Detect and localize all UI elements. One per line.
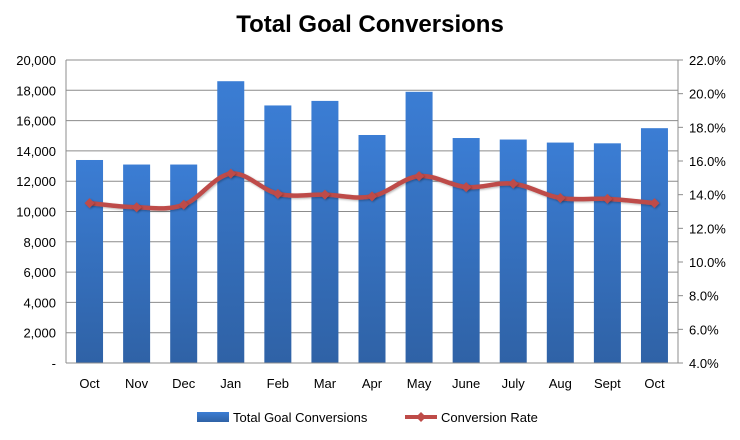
x-tick-label: July (502, 376, 526, 391)
right-tick-label: 14.0% (689, 188, 726, 203)
left-tick-label: 16,000 (16, 114, 56, 129)
bar (405, 91, 433, 363)
right-tick-label: 20.0% (689, 87, 726, 102)
right-tick-label: 12.0% (689, 221, 726, 236)
bar (452, 138, 480, 363)
left-tick-label: 18,000 (16, 83, 56, 98)
bar (640, 128, 668, 363)
x-tick-label: Jan (220, 376, 241, 391)
bar (217, 81, 245, 364)
right-tick-label: 4.0% (689, 356, 719, 371)
x-tick-label: Apr (362, 376, 383, 391)
legend-label-line: Conversion Rate (441, 410, 538, 425)
right-tick-label: 6.0% (689, 322, 719, 337)
line-marker (461, 182, 472, 193)
left-tick-label: 4,000 (23, 295, 56, 310)
right-tick-label: 18.0% (689, 120, 726, 135)
right-tick-label: 22.0% (689, 53, 726, 68)
x-tick-label: Sept (594, 376, 621, 391)
legend: Total Goal Conversions Conversion Rate (197, 410, 538, 425)
line-marker (555, 193, 566, 204)
bar (170, 164, 198, 363)
left-tick-label: - (52, 356, 56, 371)
bar (264, 105, 292, 363)
bar (123, 164, 151, 363)
left-tick-label: 12,000 (16, 174, 56, 189)
line-marker (178, 199, 189, 210)
legend-marker (416, 412, 426, 422)
bar (76, 159, 104, 363)
line-marker (131, 202, 142, 213)
left-tick-label: 20,000 (16, 53, 56, 68)
left-tick-label: 6,000 (23, 265, 56, 280)
left-tick-label: 8,000 (23, 235, 56, 250)
x-tick-label: June (452, 376, 480, 391)
right-tick-label: 8.0% (689, 289, 719, 304)
bar (358, 134, 386, 363)
bar (593, 143, 621, 363)
x-tick-label: Dec (172, 376, 196, 391)
line-marker (225, 168, 236, 179)
x-tick-label: Aug (549, 376, 572, 391)
chart-title: Total Goal Conversions (236, 11, 504, 38)
line-marker (272, 188, 283, 199)
x-tick-label: Mar (314, 376, 337, 391)
line-marker (319, 189, 330, 200)
legend-swatch-bar (197, 412, 229, 422)
line-marker (84, 198, 95, 209)
bar (499, 139, 527, 363)
line-marker (367, 191, 377, 202)
x-tick-label: Nov (125, 376, 149, 391)
left-tick-label: 2,000 (23, 326, 56, 341)
right-tick-label: 10.0% (689, 255, 726, 270)
line-marker (414, 171, 425, 182)
x-tick-label: May (407, 376, 432, 391)
line-marker (602, 193, 613, 204)
x-tick-label: Feb (267, 376, 289, 391)
left-tick-label: 14,000 (16, 144, 56, 159)
legend-label-bar: Total Goal Conversions (233, 410, 368, 425)
bar (311, 100, 339, 363)
right-tick-label: 16.0% (689, 154, 726, 169)
x-tick-label: Oct (79, 376, 100, 391)
bar (546, 142, 574, 363)
left-tick-label: 10,000 (16, 205, 56, 220)
line-marker (649, 198, 660, 209)
x-tick-label: Oct (644, 376, 665, 391)
line-marker (508, 178, 519, 189)
